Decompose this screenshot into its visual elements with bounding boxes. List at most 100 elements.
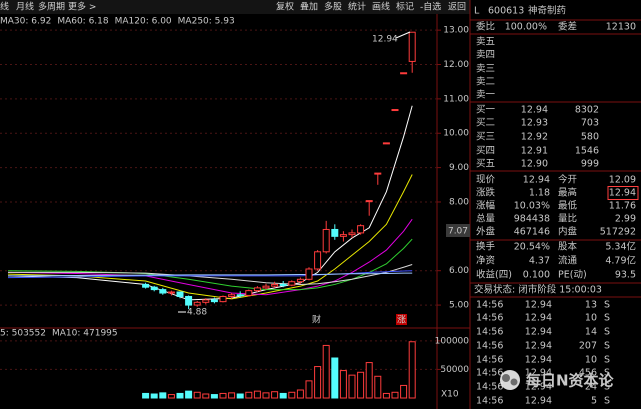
stat-label: 外盘: [476, 226, 496, 238]
trade-time: 14:56: [476, 313, 503, 324]
trade-time: 14:56: [476, 341, 503, 352]
trade-volume: 10: [585, 313, 597, 324]
bid-label: 买四: [476, 146, 495, 157]
volume-bar: [176, 392, 184, 399]
candle-body: [176, 291, 184, 297]
annotation: 4.88: [187, 308, 207, 318]
candle-body: [202, 299, 210, 303]
bid-volume: 8302: [575, 105, 599, 116]
candle-body: [159, 289, 167, 294]
toolbar-button[interactable]: 叠加: [300, 2, 318, 13]
volume-bar: [167, 394, 175, 399]
candle-body: [167, 291, 175, 294]
trade-time: 14:56: [476, 382, 503, 393]
trade-price: 12.94: [525, 396, 552, 407]
stat-value: 10.03%: [514, 201, 550, 212]
trade-price: 12.94: [525, 341, 552, 352]
volume-bar: [236, 393, 244, 399]
toolbar-button[interactable]: 多周期: [38, 1, 65, 13]
trade-time: 14:56: [476, 396, 503, 407]
trade-volume: 5: [591, 396, 597, 407]
stat-label: PE(动): [558, 270, 587, 281]
candle-body: [331, 228, 339, 237]
toolbar-button[interactable]: 复权: [276, 1, 294, 13]
volume-bar: [279, 392, 287, 399]
stat-label: 涨跌: [476, 187, 496, 199]
volume-bar: [400, 384, 408, 399]
bid-volume: 580: [581, 132, 599, 143]
stat-label: 最低: [558, 200, 578, 212]
volume-bar: [305, 380, 313, 399]
stat-label: 涨幅: [476, 200, 496, 212]
legend-entry: MA60: 6.18: [57, 17, 109, 27]
volume-bar: [142, 392, 150, 399]
volume-bar: [228, 392, 236, 399]
ma-line: [7, 238, 413, 291]
stat-label: 收益(四): [476, 269, 512, 281]
candle-body: [245, 290, 253, 296]
stat-label: 最高: [558, 187, 577, 199]
y-tick-label: 9.00: [449, 163, 469, 173]
ma-line: [8, 264, 413, 285]
candle-body: [236, 294, 244, 297]
trade-volume: 10: [585, 355, 597, 366]
axis-unit: X10: [441, 390, 459, 400]
stat-label: 股本: [558, 241, 578, 253]
stat-value: 20.54%: [514, 242, 550, 253]
trade-volume: 24: [585, 382, 597, 393]
crosshair-label-bg: [446, 224, 470, 237]
trade-time: 14:56: [476, 327, 503, 338]
candle-body: [322, 228, 330, 253]
volume-legend: MA10: 471995: [52, 329, 118, 339]
candle-body: [185, 295, 193, 306]
trade-side: S: [604, 313, 610, 324]
bid-price: 12.92: [521, 132, 548, 143]
toolbar-button[interactable]: 返回: [448, 1, 466, 13]
watermark-icon-bubble: [510, 378, 518, 386]
toolbar-button[interactable]: 线: [0, 1, 9, 13]
trading-status: 交易状态: 闭市阶段 15:00:03: [474, 284, 602, 296]
stat-value: 4.79亿: [605, 255, 636, 267]
bid-price: 12.93: [521, 118, 548, 129]
volume-bar: [357, 371, 365, 399]
legend-entry: MA30: 6.92: [0, 17, 51, 27]
volume-bar: [365, 362, 373, 399]
toolbar-button[interactable]: 更多 >: [68, 1, 96, 13]
toolbar-button[interactable]: 多股: [324, 1, 342, 13]
stat-value: 11.76: [609, 201, 636, 212]
toolbar-button[interactable]: 月线: [16, 1, 34, 13]
ask-label: 卖四: [476, 50, 495, 61]
trade-time: 14:56: [476, 300, 503, 311]
trade-time: 14:56: [476, 368, 503, 379]
trade-side: S: [604, 396, 610, 407]
y-tick-label: 5.00: [449, 301, 469, 311]
field-label: 委差: [558, 21, 577, 33]
toolbar-button[interactable]: -自选: [420, 1, 441, 13]
candle-body: [305, 268, 313, 280]
candle-body: [408, 31, 416, 62]
toolbar-button[interactable]: 统计: [348, 1, 366, 13]
volume-bar: [210, 394, 218, 399]
stat-value: 12.94: [523, 175, 550, 186]
y-tick-label: 13.00: [443, 26, 469, 36]
toolbar-button[interactable]: 画线: [372, 1, 390, 13]
volume-bar: [322, 344, 330, 399]
annotation: 涨: [397, 315, 406, 326]
ask-label: 卖二: [476, 77, 495, 88]
stat-value: 517292: [600, 227, 636, 238]
volume-bar: [314, 366, 322, 399]
trade-side: S: [604, 355, 610, 366]
field-value: 12130: [606, 22, 636, 33]
bid-label: 买二: [476, 118, 495, 129]
stat-value: 467146: [514, 227, 550, 238]
volume-bar: [348, 374, 356, 399]
stat-value: 2.99: [615, 214, 636, 225]
field-label: 委比: [476, 21, 495, 33]
legend-entry: MA250: 5.93: [178, 17, 235, 27]
stock-code: 600613: [488, 6, 524, 17]
volume-legend: 5: 503552: [0, 329, 46, 339]
toolbar-button[interactable]: 标记: [396, 1, 414, 13]
stat-label: 流通: [558, 255, 578, 267]
trade-volume: 207: [579, 341, 597, 352]
